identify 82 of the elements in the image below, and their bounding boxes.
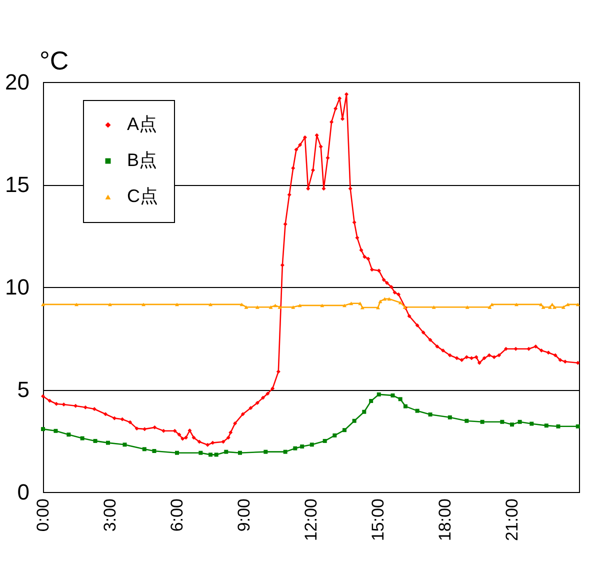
point	[142, 447, 146, 452]
point	[530, 422, 534, 426]
point	[342, 428, 346, 432]
point	[432, 305, 436, 309]
point	[175, 450, 179, 455]
point	[518, 420, 522, 424]
point	[214, 452, 218, 457]
y-axis-title: °C	[40, 46, 69, 76]
legend-label: A点	[127, 114, 158, 134]
point	[561, 305, 566, 309]
y-tick-label: 20	[5, 70, 30, 94]
point	[142, 302, 146, 306]
x-tick-label: 18:00	[436, 498, 454, 542]
point	[80, 436, 84, 440]
point	[224, 450, 228, 454]
point	[390, 393, 395, 398]
legend-label: C点	[127, 186, 158, 206]
point	[238, 450, 242, 455]
point	[548, 305, 552, 309]
point	[208, 302, 212, 306]
point	[66, 432, 71, 437]
point	[322, 438, 327, 443]
point	[398, 300, 402, 304]
point	[74, 302, 78, 306]
point	[300, 444, 304, 448]
point	[106, 440, 110, 445]
point	[122, 442, 127, 447]
point	[283, 450, 288, 454]
point	[208, 452, 212, 457]
point	[378, 300, 382, 304]
point	[369, 398, 374, 403]
point	[403, 404, 408, 408]
point	[480, 420, 484, 424]
point	[268, 305, 273, 309]
point	[415, 408, 420, 413]
y-tick-label: 10	[5, 274, 30, 300]
point	[54, 428, 58, 433]
x-tick-label: 9:00	[234, 498, 254, 532]
point	[264, 450, 268, 454]
point	[362, 410, 366, 414]
x-tick-label: 3:00	[100, 498, 120, 532]
point	[544, 424, 548, 428]
point	[428, 412, 432, 417]
point	[398, 397, 402, 402]
point	[108, 302, 112, 306]
point	[291, 305, 296, 309]
point	[465, 305, 470, 309]
point	[41, 427, 45, 432]
point	[510, 422, 514, 427]
x-tick-label: 21:00	[502, 498, 522, 542]
point	[152, 449, 156, 453]
point	[175, 302, 179, 306]
point	[387, 297, 392, 301]
x-tick-label: 0:00	[34, 498, 52, 532]
point	[255, 305, 260, 309]
point	[352, 418, 356, 423]
point	[278, 305, 282, 309]
point	[376, 392, 381, 396]
point	[310, 442, 314, 447]
point	[464, 418, 469, 423]
x-tick-label: 6:00	[168, 498, 186, 532]
point	[198, 450, 203, 455]
point	[293, 446, 298, 450]
y-tick-label: 5	[17, 377, 30, 402]
line-series	[41, 297, 580, 310]
y-tick-label: 15	[5, 172, 30, 197]
point	[448, 415, 452, 420]
point	[332, 433, 337, 438]
legend-label: B点	[127, 150, 158, 170]
point	[358, 302, 362, 306]
point	[93, 438, 98, 443]
x-tick-label: 12:00	[302, 498, 320, 542]
point	[244, 305, 248, 309]
y-tick-label: 0	[17, 480, 30, 504]
point	[488, 305, 492, 309]
point	[552, 305, 556, 309]
point	[500, 420, 504, 424]
point	[41, 302, 45, 306]
x-tick-label: 15:00	[368, 498, 388, 542]
point	[576, 424, 580, 428]
point	[541, 305, 546, 309]
point	[556, 424, 560, 428]
